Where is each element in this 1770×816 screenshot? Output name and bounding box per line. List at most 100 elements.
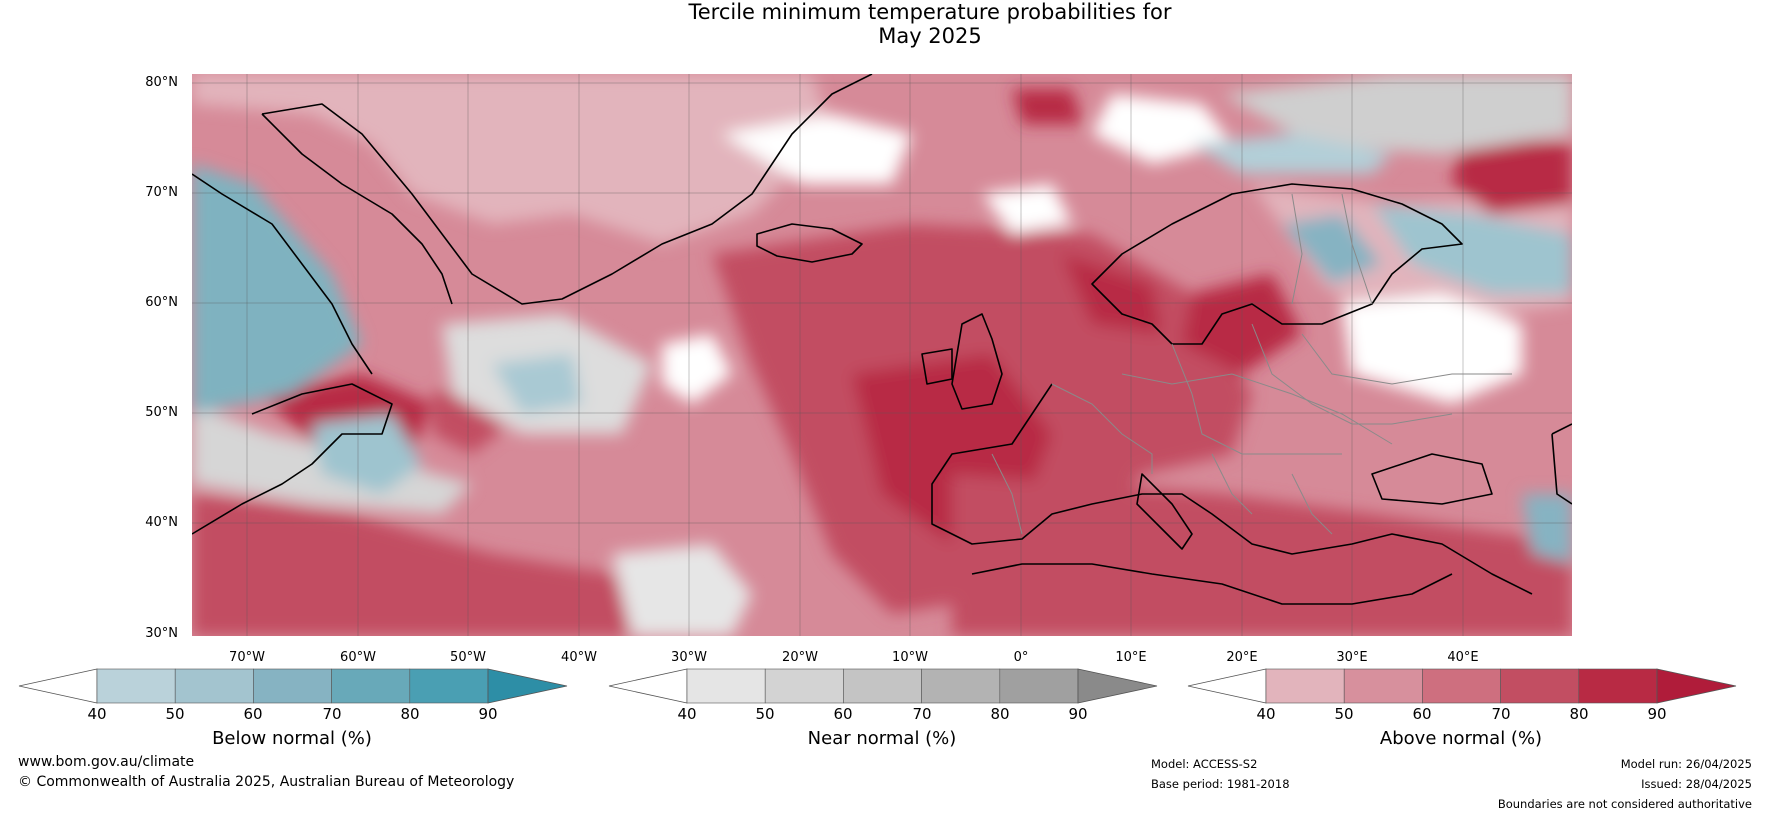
iceland-coast xyxy=(756,223,863,263)
above-light-region xyxy=(192,74,832,244)
lat-label-80n: 80°N xyxy=(145,75,178,90)
above-strong-region xyxy=(952,474,1572,636)
above-strong-region xyxy=(1182,274,1302,374)
lat-label-70n: 70°N xyxy=(145,185,178,200)
lon-label-70w: 70°W xyxy=(229,650,265,665)
colorbar-swatch xyxy=(999,668,1079,704)
colorbar-swatch xyxy=(843,668,922,704)
colorbar-label-near-normal: Near normal (%) xyxy=(807,728,957,749)
above-strong-region xyxy=(1452,134,1572,214)
above-strong-region xyxy=(1062,254,1162,334)
ireland-coast xyxy=(921,348,953,385)
colorbar-tick: 40 xyxy=(87,705,107,723)
lat-label-60n: 60°N xyxy=(145,295,178,310)
lon-label-60w: 60°W xyxy=(340,650,376,665)
colorbar-extend-high xyxy=(1077,668,1158,704)
greenland-west-coast xyxy=(261,113,453,305)
colorbar-tick: 70 xyxy=(322,705,342,723)
colorbar-tick: 90 xyxy=(1647,705,1667,723)
labrador-coast xyxy=(192,173,373,375)
lon-label-40e: 40°E xyxy=(1447,650,1479,665)
colorbar-swatch xyxy=(174,668,254,704)
footer-model-run: Model run: 26/04/2025 xyxy=(1620,757,1752,771)
below-normal-region xyxy=(1282,214,1382,284)
footer-base-period: Base period: 1981-2018 xyxy=(1151,777,1290,791)
colorbar-swatch xyxy=(764,668,844,704)
colorbar-tick: 90 xyxy=(478,705,498,723)
north-america-east-coast xyxy=(192,383,393,535)
italy-coast xyxy=(1136,473,1193,550)
europe-coast xyxy=(931,383,1533,595)
chart-title: Tercile minimum temperature probabilitie… xyxy=(0,0,1770,48)
below-normal-region xyxy=(312,414,422,494)
britain-coast xyxy=(951,313,1003,410)
colorbar-tick: 80 xyxy=(1569,705,1589,723)
above-strong-region xyxy=(192,494,712,636)
lon-label-50w: 50°W xyxy=(450,650,486,665)
lat-label-50n: 50°N xyxy=(145,405,178,420)
footer-issued: Issued: 28/04/2025 xyxy=(1641,777,1752,791)
colorbar-extend-low xyxy=(18,668,98,704)
lon-label-10e: 10°E xyxy=(1115,650,1147,665)
colorbar-extend-low xyxy=(1187,668,1267,704)
below-normal-region xyxy=(192,164,362,414)
white-region xyxy=(722,114,912,184)
colorbar-tick: 40 xyxy=(1256,705,1276,723)
graticule xyxy=(192,74,1572,636)
colorbar-extend-high xyxy=(487,668,568,704)
title-line-1: Tercile minimum temperature probabilitie… xyxy=(688,0,1172,24)
lon-label-30e: 30°E xyxy=(1336,650,1368,665)
near-normal-region xyxy=(1222,74,1572,154)
colorbar-swatch xyxy=(1578,668,1658,704)
country-borders xyxy=(991,193,1512,535)
below-normal-region xyxy=(492,354,582,414)
lat-label-30n: 30°N xyxy=(145,626,178,641)
footer-copyright: © Commonwealth of Australia 2025, Austra… xyxy=(18,774,515,790)
colorbar-tick: 50 xyxy=(1334,705,1354,723)
colorbar-tick: 40 xyxy=(677,705,697,723)
near-normal-region xyxy=(612,544,752,636)
colorbar-tick: 60 xyxy=(833,705,853,723)
colorbar-tick: 50 xyxy=(755,705,775,723)
colorbar-swatch xyxy=(1343,668,1423,704)
below-normal-region xyxy=(1522,494,1572,564)
colorbar-tick: 60 xyxy=(243,705,263,723)
below-normal-region xyxy=(1372,204,1572,294)
footer-disclaimer: Boundaries are not considered authoritat… xyxy=(1497,797,1752,811)
lon-label-30w: 30°W xyxy=(671,650,707,665)
colorbar-tick: 70 xyxy=(912,705,932,723)
colorbar-tick: 80 xyxy=(990,705,1010,723)
title-line-2: May 2025 xyxy=(878,24,982,48)
north-africa-coast xyxy=(971,563,1453,605)
colorbar-swatch xyxy=(921,668,1001,704)
footer-website: www.bom.gov.au/climate xyxy=(18,754,195,770)
colorbar-below-normal xyxy=(18,668,568,704)
lon-label-10w: 10°W xyxy=(892,650,928,665)
colorbar-extend-high xyxy=(1656,668,1737,704)
colorbar-swatch xyxy=(331,668,411,704)
lat-label-40n: 40°N xyxy=(145,515,178,530)
greenland-coast xyxy=(261,74,873,305)
white-region xyxy=(1342,294,1522,404)
colorbar-swatch xyxy=(686,668,766,704)
caspian-coast xyxy=(1551,423,1572,505)
colorbar-near-normal xyxy=(608,668,1158,704)
colorbar-swatch xyxy=(96,668,176,704)
colorbar-swatch xyxy=(253,668,332,704)
lon-label-0: 0° xyxy=(1013,650,1029,665)
colorbar-tick: 50 xyxy=(165,705,185,723)
coastlines xyxy=(192,74,1572,605)
colorbar-swatch xyxy=(1422,668,1501,704)
lon-label-20e: 20°E xyxy=(1226,650,1258,665)
colorbar-swatch xyxy=(1265,668,1345,704)
colorbar-extend-low xyxy=(608,668,688,704)
colorbar-tick: 60 xyxy=(1412,705,1432,723)
colorbar-tick: 70 xyxy=(1491,705,1511,723)
colorbar-label-below-normal: Below normal (%) xyxy=(212,728,372,749)
white-region xyxy=(662,334,732,404)
colorbar-above-normal xyxy=(1187,668,1737,704)
scandinavia-coast xyxy=(1091,183,1463,345)
forecast-map xyxy=(192,74,1572,636)
colorbar-tick: 90 xyxy=(1068,705,1088,723)
above-strong-region xyxy=(1012,89,1082,124)
